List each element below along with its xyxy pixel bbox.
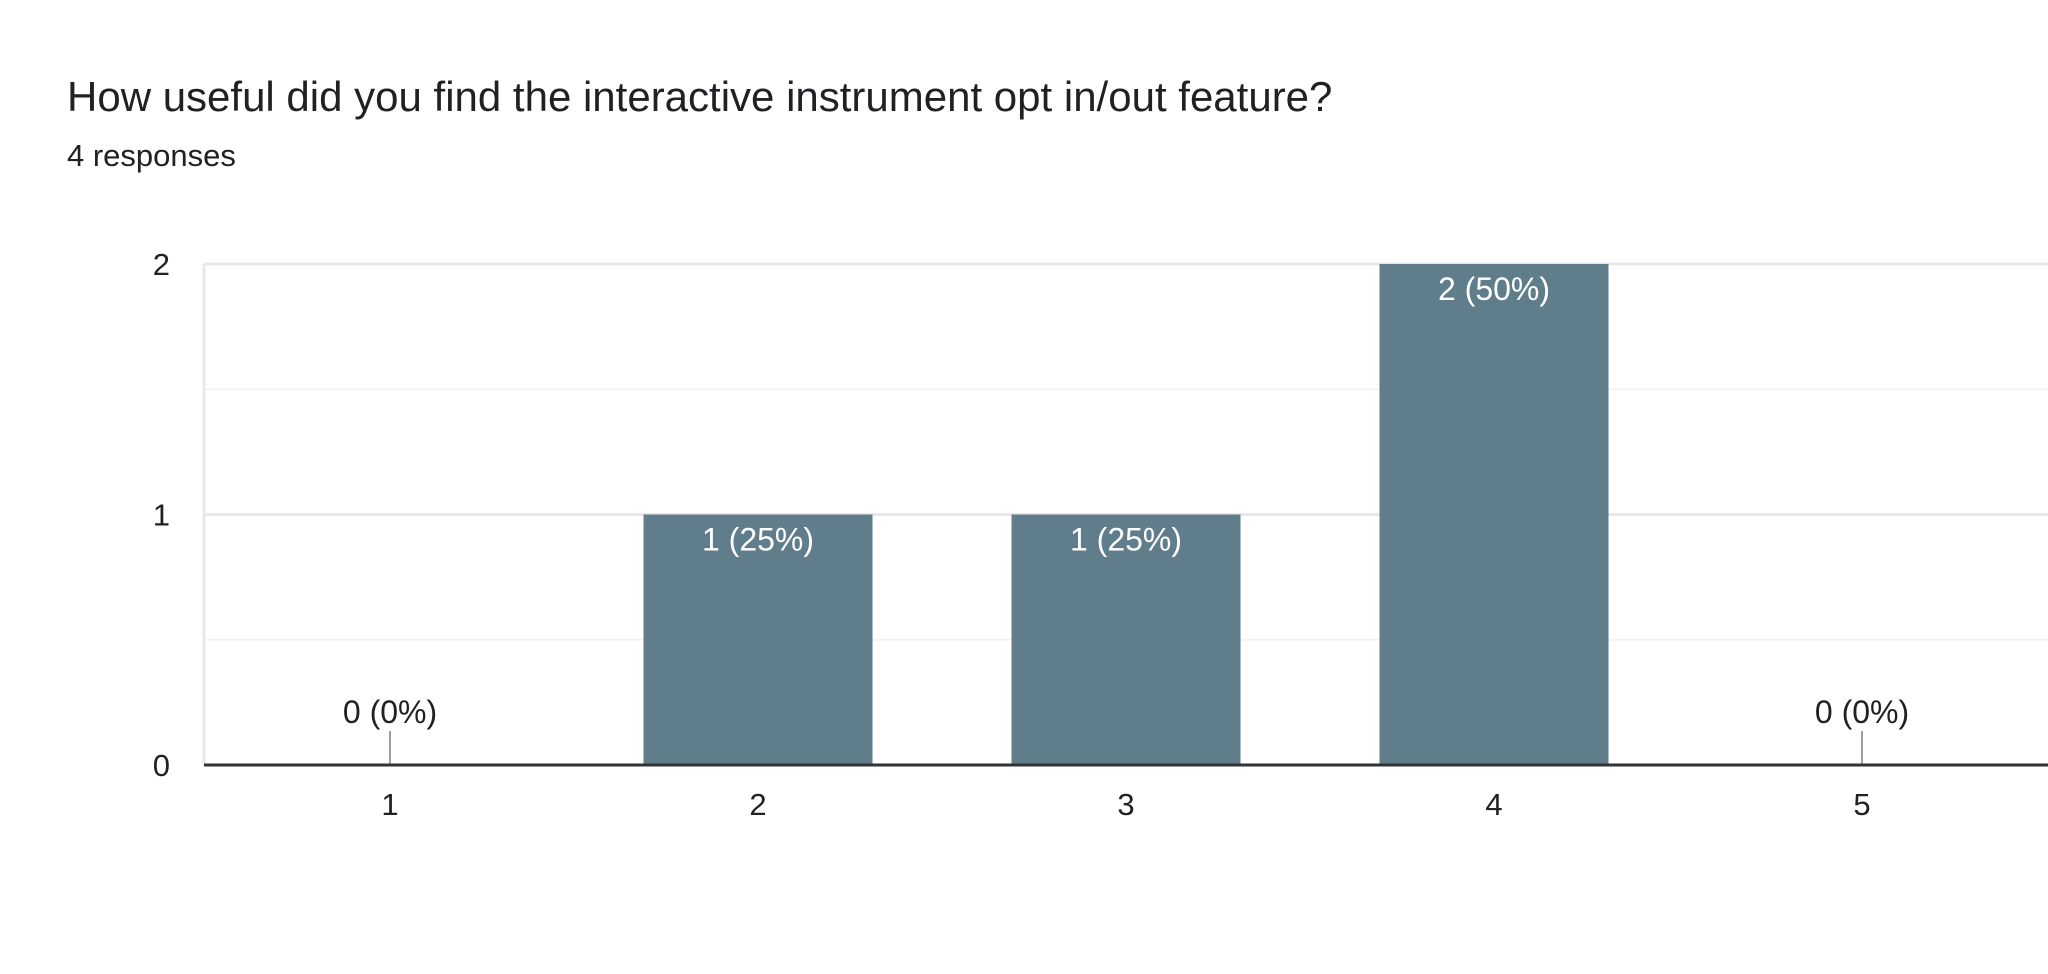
- x-tick-label: 3: [1117, 787, 1134, 822]
- bar-data-label: 1 (25%): [702, 522, 814, 558]
- bar: [1379, 264, 1609, 765]
- bar-data-label: 0 (0%): [1815, 694, 1909, 730]
- bar-data-label: 2 (50%): [1438, 271, 1550, 307]
- x-tick-label: 4: [1485, 787, 1502, 822]
- y-tick-label: 1: [153, 498, 170, 533]
- y-tick-label: 2: [153, 247, 170, 282]
- question-title: How useful did you find the interactive …: [67, 73, 1333, 120]
- x-tick-label: 2: [749, 787, 766, 822]
- bar: [1011, 514, 1241, 765]
- bar: [643, 514, 873, 765]
- y-tick-label: 0: [153, 748, 170, 783]
- label-layer: 0 (0%) 1 1 (25%) 2 1 (25%) 3 2 (50%) 4 0 (0%) 5 0 1…: [153, 247, 1909, 822]
- bar-data-label: 1 (25%): [1070, 522, 1182, 558]
- x-tick-label: 5: [1853, 787, 1870, 822]
- bar-data-label: 0 (0%): [343, 694, 437, 730]
- response-count: 4 responses: [67, 138, 236, 173]
- x-tick-label: 1: [381, 787, 398, 822]
- bar-layer: [389, 264, 1863, 765]
